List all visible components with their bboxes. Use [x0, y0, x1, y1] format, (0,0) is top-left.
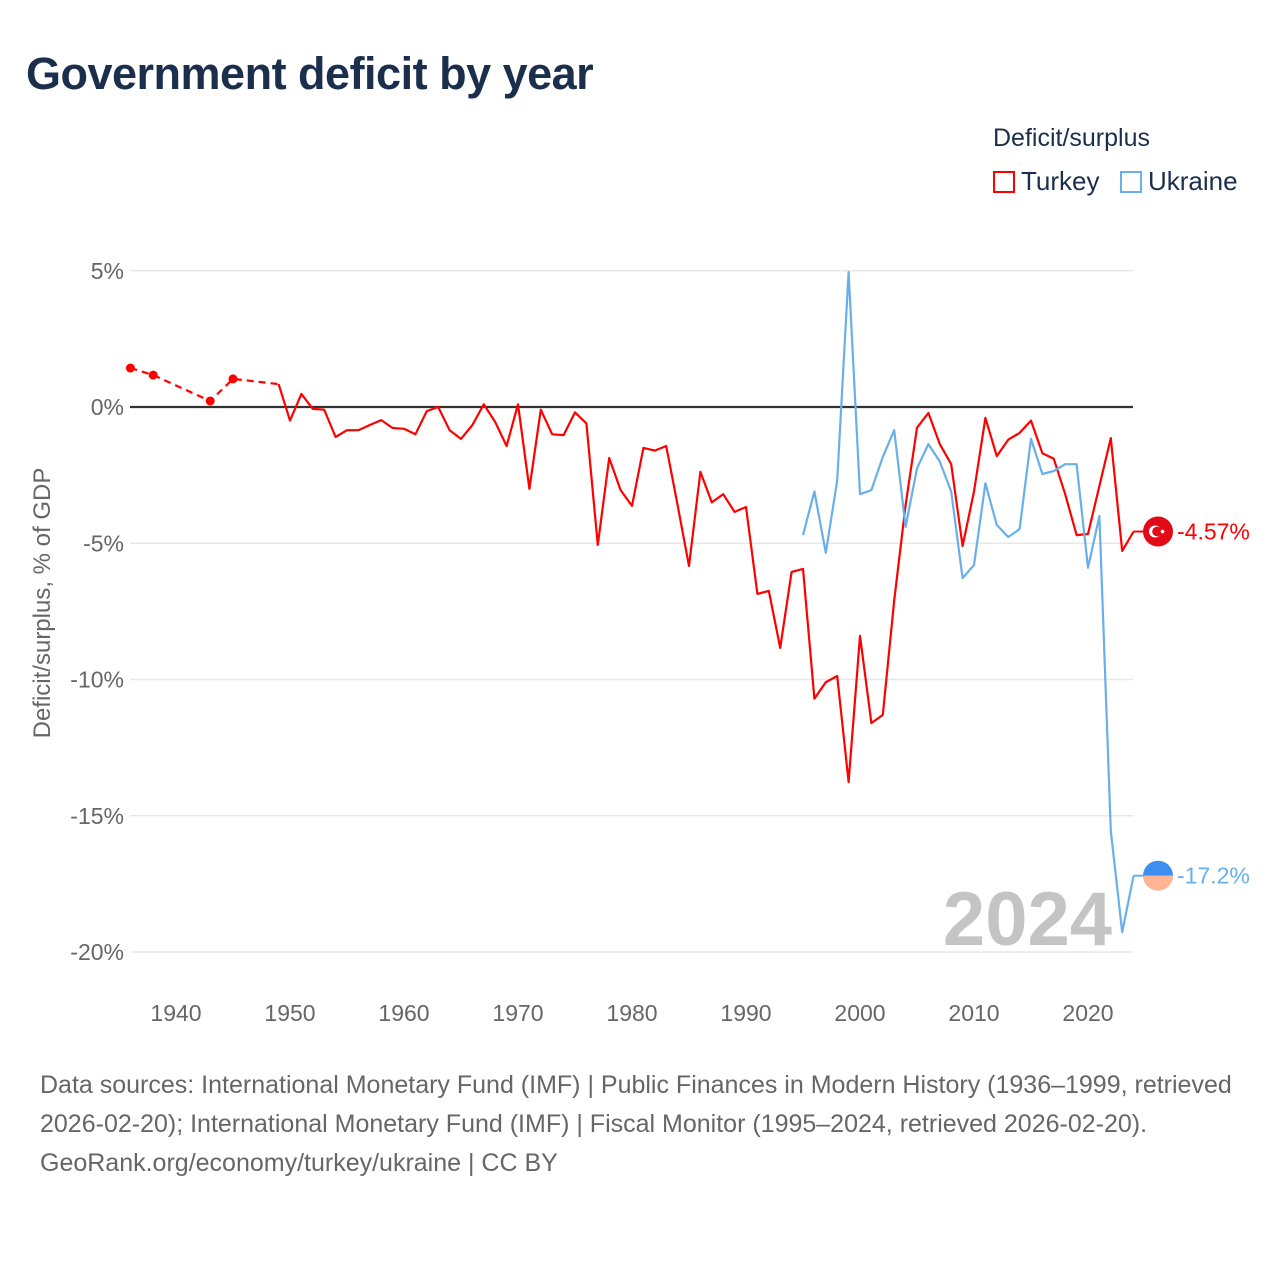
turkey-swatch-icon — [993, 170, 1015, 193]
data-point — [228, 374, 238, 384]
y-tick-label: 5% — [91, 258, 124, 284]
flag-top — [1143, 860, 1173, 876]
ukraine-end-label: -17.2% — [1177, 863, 1250, 889]
x-tick-label: 1960 — [378, 1000, 429, 1026]
y-tick-label: -15% — [70, 803, 124, 829]
crescent-cut — [1152, 526, 1162, 537]
star — [1160, 529, 1165, 534]
x-tick-label: 2020 — [1062, 1000, 1113, 1026]
data-point — [205, 396, 215, 406]
y-axis-label: Deficit/surplus, % of GDP — [29, 468, 56, 739]
turkey-line — [277, 383, 1135, 784]
x-tick-label: 2010 — [948, 1000, 999, 1026]
turkey-end-label: -4.57% — [1177, 519, 1250, 545]
flag-bottom — [1143, 875, 1173, 891]
turkey-flag-icon — [1143, 516, 1173, 547]
data-sources: Data sources: International Monetary Fun… — [40, 1071, 1232, 1138]
data-point — [125, 363, 135, 373]
year-watermark: 2024 — [943, 877, 1112, 962]
x-tick-label: 1950 — [264, 1000, 315, 1026]
x-tick-label: 1970 — [492, 1000, 543, 1026]
ukraine-line — [801, 271, 1135, 934]
x-tick-label: 1940 — [150, 1000, 201, 1026]
legend-item-turkey[interactable]: Turkey — [993, 166, 1100, 197]
x-tick-label: 2000 — [834, 1000, 885, 1026]
legend-label: Turkey — [1021, 166, 1100, 196]
y-tick-label: -20% — [70, 939, 124, 965]
chart-title: Government deficit by year — [26, 48, 594, 99]
sources-footer: Data sources: International Monetary Fun… — [40, 1066, 1240, 1183]
ukraine-swatch-icon — [1120, 170, 1142, 193]
data-point — [148, 370, 158, 380]
y-tick-label: 0% — [91, 394, 124, 420]
line-chart: 5% 0% -5% -10% -15% -20% 1940 1950 1960 1970 1980 1… — [29, 258, 1250, 1026]
x-tick-label: 1990 — [720, 1000, 771, 1026]
y-tick-label: -5% — [83, 530, 124, 556]
credit-link[interactable]: GeoRank.org/economy/turkey/ukraine | CC … — [40, 1149, 558, 1177]
ukraine-flag-icon — [1143, 860, 1173, 891]
y-tick-label: -10% — [70, 667, 124, 693]
x-tick-label: 1980 — [606, 1000, 657, 1026]
legend-title: Deficit/surplus — [993, 124, 1150, 152]
legend-item-ukraine[interactable]: Ukraine — [1120, 166, 1238, 197]
legend-label: Ukraine — [1148, 166, 1238, 196]
